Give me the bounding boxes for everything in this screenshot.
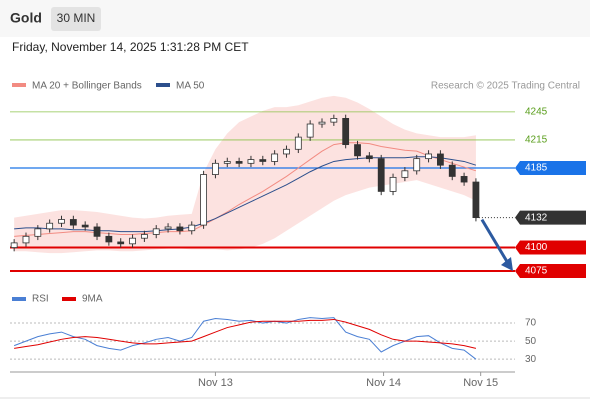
legend-label: RSI: [32, 294, 49, 305]
candle-body: [425, 153, 432, 160]
bollinger-band: [14, 95, 476, 254]
candle-body: [401, 170, 409, 178]
candle-body: [354, 144, 361, 157]
candle-body: [306, 123, 314, 138]
candle-body: [93, 226, 101, 237]
candle-body: [460, 176, 468, 183]
candle-body: [342, 117, 350, 146]
candle-body: [235, 161, 243, 164]
level-label: 4215: [525, 135, 548, 146]
candle-body: [271, 153, 279, 162]
candle-body: [365, 155, 373, 160]
x-tick-label: Nov 15: [463, 377, 498, 389]
legend-swatch: [156, 83, 170, 87]
candle-body: [34, 228, 42, 237]
candle-body: [46, 222, 54, 230]
candle-body: [212, 162, 219, 175]
candle-body: [129, 237, 136, 245]
x-tick-label: Nov 14: [366, 377, 401, 389]
forecast-arrowhead: [501, 256, 513, 271]
candle-body: [152, 228, 160, 235]
candle-body: [58, 219, 65, 224]
candle-body: [413, 158, 421, 172]
rsi-tick-label: 70: [525, 318, 537, 329]
last-price-label: 4132: [525, 212, 548, 223]
candle-body: [448, 164, 456, 177]
level-label: 4185: [525, 163, 548, 174]
level-label: 4075: [525, 266, 548, 277]
legend-label: 9MA: [82, 294, 103, 305]
level-label: 4245: [525, 106, 548, 117]
candle-body: [140, 234, 148, 239]
last-price-tag: [515, 210, 586, 225]
timestamp: Friday, November 14, 2025 1:31:28 PM CET: [12, 40, 249, 54]
level-tag: [515, 263, 586, 278]
candle-body: [69, 219, 77, 226]
ma50-line: [14, 156, 477, 233]
candle-body: [377, 158, 385, 192]
rsi-line: [13, 317, 477, 360]
level-tag: [515, 161, 586, 176]
candle-body: [330, 117, 338, 123]
instrument: Gold: [10, 10, 42, 26]
forecast-arrow: [480, 218, 511, 266]
timeframe-button[interactable]: [51, 7, 101, 31]
legend-swatch: [12, 83, 26, 87]
candle-body: [22, 235, 30, 244]
level-tag: [515, 240, 586, 255]
timeframe[interactable]: 30 MIN: [57, 11, 96, 25]
legend-swatch: [62, 297, 76, 301]
credit: Research © 2025 Trading Central: [431, 81, 580, 92]
candle-body: [200, 174, 207, 226]
legend-label: MA 20 + Bollinger Bands: [32, 81, 142, 92]
ma20-line: [14, 142, 477, 237]
candle-body: [259, 159, 267, 162]
level-label: 4100: [525, 242, 548, 253]
candle-body: [247, 159, 255, 164]
candle-body: [283, 148, 290, 155]
candle-body: [81, 224, 89, 228]
rsi-tick-label: 30: [525, 354, 537, 365]
candle-body: [294, 136, 302, 150]
candle-body: [389, 176, 397, 192]
candle-body: [318, 121, 326, 125]
x-tick-label: Nov 13: [198, 377, 233, 389]
legend-swatch: [12, 297, 26, 301]
candle-body: [10, 242, 18, 248]
candle-body: [223, 161, 231, 164]
candle-body: [164, 226, 172, 230]
candle-body: [437, 153, 444, 166]
candle-body: [176, 226, 184, 232]
candle-body: [105, 235, 113, 243]
candle-body: [117, 241, 125, 245]
candle-body: [188, 224, 196, 232]
legend-label: MA 50: [176, 81, 205, 92]
rsi-ma-line: [14, 318, 477, 349]
candle-body: [472, 181, 480, 219]
rsi-tick-label: 50: [525, 336, 537, 347]
